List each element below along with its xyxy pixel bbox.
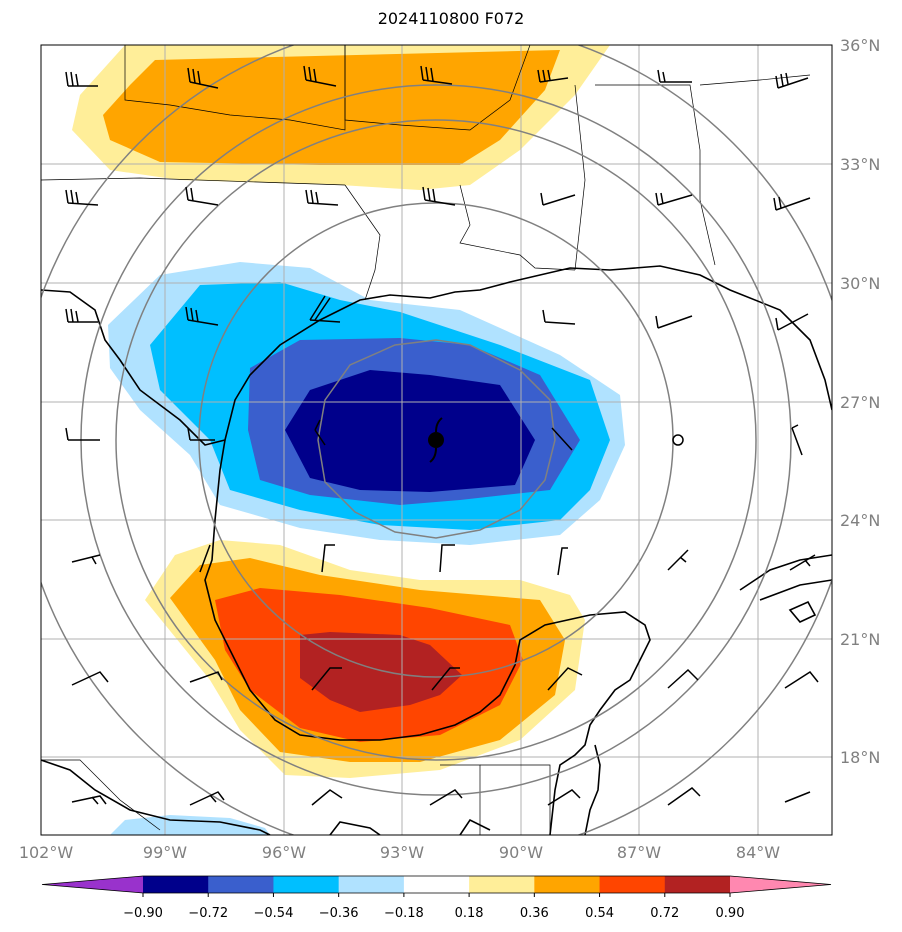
colorbar-tick-label: 0.72 (650, 906, 679, 921)
wind-barb (303, 65, 337, 87)
negative-anomaly-southwest-corner (110, 815, 270, 835)
wind-barb (321, 544, 335, 573)
wind-barb (784, 791, 811, 803)
map-frame (40, 44, 833, 836)
wind-barb (65, 308, 98, 323)
lat-label: 18°N (840, 748, 880, 767)
wind-barb (667, 668, 699, 689)
lat-lon-grid (41, 45, 832, 835)
lat-label: 24°N (840, 511, 880, 530)
wind-barb (187, 67, 219, 89)
lat-label: 30°N (840, 274, 880, 293)
wind-barb (789, 554, 816, 571)
lat-label: 21°N (840, 630, 880, 649)
lon-label: 102°W (19, 843, 74, 862)
secondary-center-marker (672, 434, 684, 446)
colorbar-tick-label: −0.18 (384, 906, 424, 921)
wind-barb (185, 306, 219, 326)
wind-barb (547, 789, 581, 806)
wind-barb (655, 315, 693, 329)
colorbar-segment (403, 876, 470, 893)
positive-anomaly-south (145, 540, 585, 778)
wind-barb (187, 427, 215, 441)
colorbar-segment (208, 876, 274, 893)
wind-barb (429, 789, 463, 806)
political-borders (41, 45, 811, 835)
wind-barb (667, 787, 701, 806)
wind-barb (189, 791, 225, 806)
coastlines (41, 265, 832, 835)
wind-barb (71, 795, 107, 805)
wind-barb (65, 427, 100, 441)
colorbar-tick-label: 0.90 (716, 906, 745, 921)
lon-label: 96°W (262, 843, 306, 862)
wind-barb (775, 313, 809, 331)
lat-labels: 36°N 33°N 30°N 27°N 24°N 21°N 18°N (840, 36, 880, 767)
map-area (41, 45, 832, 835)
colorbar-tick-label: −0.72 (188, 906, 228, 921)
wind-barb (311, 667, 342, 691)
wind-barb (185, 186, 219, 206)
colorbar-segment (664, 876, 731, 893)
colorbar-tick-label: 0.18 (455, 906, 484, 921)
colorbar-extend-low (42, 876, 143, 893)
colorbar-tick-label: 0.36 (520, 906, 549, 921)
colorbar-segment (273, 876, 340, 893)
wind-barb (189, 671, 223, 683)
colorbar-tick-label: 0.54 (585, 906, 614, 921)
colorbar-segment (534, 876, 601, 893)
lat-label: 36°N (840, 36, 880, 55)
lon-label: 87°W (617, 843, 661, 862)
wind-barb (71, 554, 101, 565)
wind-barb (420, 65, 453, 85)
wind-barb (667, 549, 689, 571)
wind-barb (537, 69, 569, 83)
colorbar-segment (338, 876, 405, 893)
wind-barb (431, 667, 460, 691)
wind-barb (784, 671, 819, 689)
wind-barb (540, 192, 576, 206)
wind-barb (65, 189, 99, 206)
colorbar-segment (469, 876, 535, 893)
positive-anomaly-north (72, 45, 610, 190)
wind-barb (542, 309, 576, 325)
wind-barb (775, 72, 809, 89)
colorbar-tick-label: −0.54 (254, 906, 294, 921)
wind-barb (199, 544, 211, 573)
wind-barb (311, 789, 343, 806)
colorbar-tick-label: −0.90 (123, 906, 163, 921)
colorbar: −0.90 −0.72 −0.54 −0.36 −0.18 0.18 0.36 0.54 0.7… (41, 875, 832, 921)
lon-label: 99°W (143, 843, 187, 862)
wind-barb (657, 69, 692, 83)
wind-barb (309, 295, 341, 323)
wind-barb (439, 544, 455, 573)
wind-barb (655, 192, 693, 206)
wind-barbs (65, 65, 819, 806)
wind-barb (305, 189, 339, 206)
wind-barb (791, 424, 803, 456)
wind-barb (557, 547, 568, 576)
lon-label: 84°W (736, 843, 780, 862)
map-title: 2024110800 F072 (377, 9, 525, 28)
wind-barb (547, 667, 583, 691)
lat-label: 27°N (840, 393, 880, 412)
hurricane-symbol-icon (428, 417, 444, 463)
colorbar-segment (599, 876, 666, 893)
lon-label: 90°W (499, 843, 543, 862)
wind-barb (773, 196, 811, 211)
wind-barb (65, 71, 98, 87)
colorbar-extend-high (730, 876, 831, 893)
negative-anomaly-center (108, 262, 625, 545)
lon-labels: 102°W 99°W 96°W 93°W 90°W 87°W 84°W (19, 843, 780, 862)
colorbar-segment (143, 876, 209, 893)
wind-barb (422, 186, 456, 206)
lat-label: 33°N (840, 155, 880, 174)
wind-barb (314, 419, 326, 446)
colorbar-tick-label: −0.36 (319, 906, 359, 921)
wind-barb (71, 671, 109, 686)
lon-label: 93°W (380, 843, 424, 862)
wind-barb (551, 427, 573, 451)
